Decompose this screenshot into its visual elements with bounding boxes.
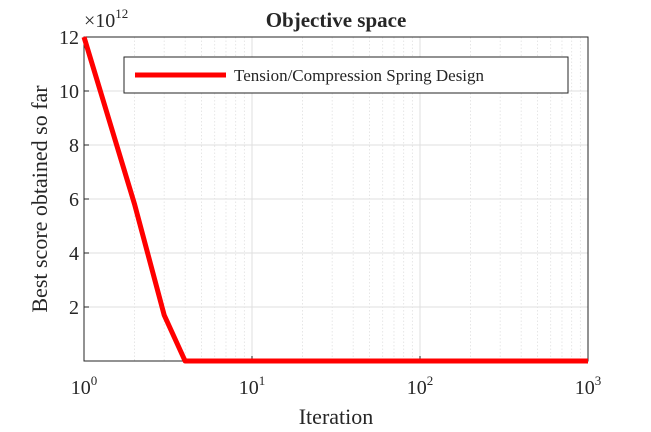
x-tick-label-base: 10: [71, 377, 91, 399]
chart-title: Objective space: [266, 8, 407, 32]
y-tick-label: 8: [69, 135, 79, 157]
legend: Tension/Compression Spring Design: [123, 56, 569, 94]
series: [81, 36, 588, 364]
x-tick-label: 101: [239, 373, 266, 399]
y-tick-label: 2: [69, 297, 79, 319]
y-axis-label: Best score obtained so far: [27, 85, 52, 313]
y-tick-label: 10: [59, 81, 79, 103]
x-tick-label: 102: [407, 373, 434, 399]
x-tick-label-base: 10: [239, 377, 259, 399]
x-axis-label: Iteration: [299, 404, 374, 429]
x-tick-label-exponent: 3: [595, 373, 602, 388]
y-axis-multiplier-exponent: 12: [115, 6, 128, 21]
y-axis-multiplier: ×1012: [84, 6, 128, 32]
x-tick-label-exponent: 2: [427, 373, 434, 388]
y-tick-label: 12: [59, 27, 79, 49]
y-tick-label: 6: [69, 189, 79, 211]
x-tick-label: 100: [71, 373, 98, 399]
y-tick-label: 4: [69, 243, 79, 265]
x-tick-label-base: 10: [407, 377, 427, 399]
legend-label: Tension/Compression Spring Design: [234, 66, 485, 85]
y-axis-multiplier-base: ×10: [84, 10, 115, 32]
x-tick-label: 103: [575, 373, 602, 399]
series-line: [81, 36, 588, 364]
x-tick-label-exponent: 1: [259, 373, 266, 388]
x-tick-label-base: 10: [575, 377, 595, 399]
x-tick-label-exponent: 0: [91, 373, 98, 388]
